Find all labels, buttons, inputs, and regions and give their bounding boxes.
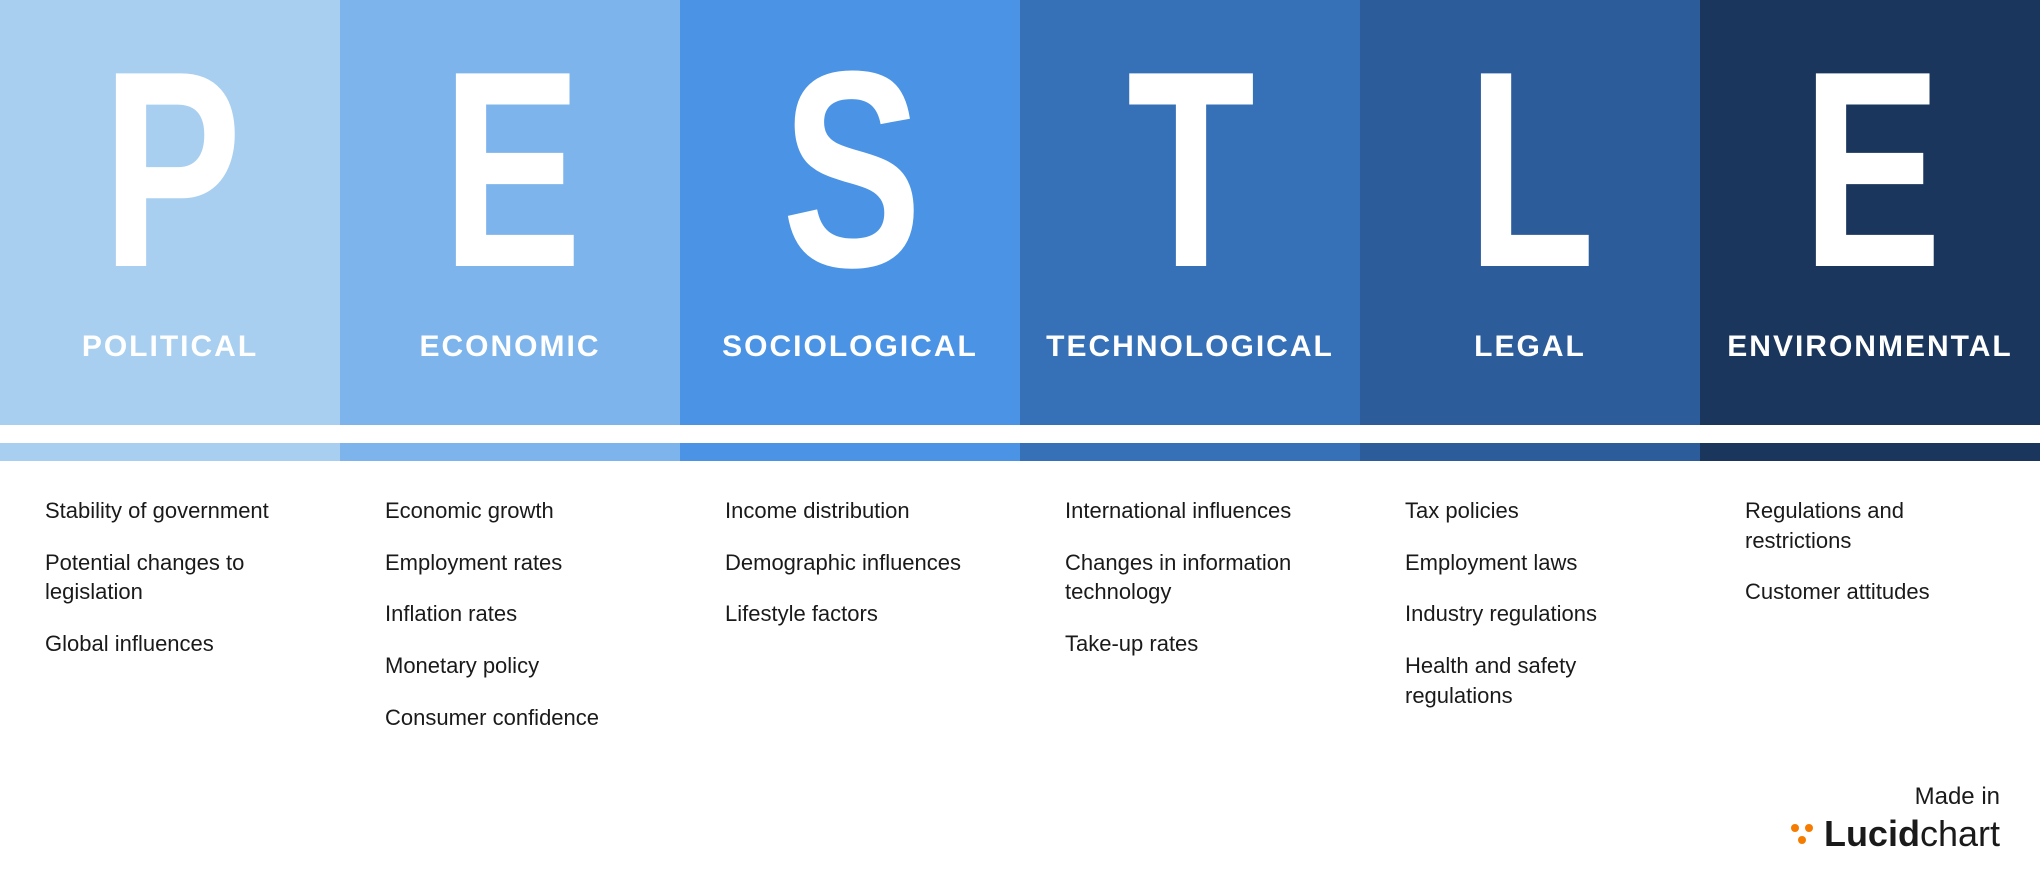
lucidchart-icon: [1788, 820, 1816, 848]
list-item: Take-up rates: [1065, 629, 1330, 659]
list-item: Global influences: [45, 629, 310, 659]
stripe-cell: [1020, 443, 1360, 461]
brand-bold: Lucid: [1824, 813, 1920, 854]
list-item: Tax policies: [1405, 496, 1670, 526]
list-item: Employment laws: [1405, 548, 1670, 578]
brand-text: Lucidchart: [1824, 813, 2000, 855]
header-cell-legal: L LEGAL: [1360, 0, 1700, 425]
big-letter: L: [1467, 30, 1592, 310]
brand: Lucidchart: [1788, 813, 2000, 855]
list-item: Stability of government: [45, 496, 310, 526]
category-label: LEGAL: [1474, 330, 1586, 364]
items-cell-legal: Tax policies Employment laws Industry regu…: [1360, 496, 1700, 754]
category-label: ENVIRONMENTAL: [1727, 330, 2012, 364]
stripe-cell: [1360, 443, 1700, 461]
pestle-diagram: P POLITICAL E ECONOMIC S SOCIOLOGICAL T TECHNOL…: [0, 0, 2040, 754]
category-label: SOCIOLOGICAL: [722, 330, 978, 364]
made-in-label: Made in: [1788, 783, 2000, 811]
list-item: Monetary policy: [385, 651, 650, 681]
header-cell-technological: T TECHNOLOGICAL: [1020, 0, 1360, 425]
attribution: Made in Lucidchart: [1788, 783, 2000, 855]
category-label: POLITICAL: [82, 330, 258, 364]
header-row: P POLITICAL E ECONOMIC S SOCIOLOGICAL T TECHNOL…: [0, 0, 2040, 425]
header-cell-economic: E ECONOMIC: [340, 0, 680, 425]
items-cell-technological: International influences Changes in infor…: [1020, 496, 1360, 754]
items-cell-sociological: Income distribution Demographic influence…: [680, 496, 1020, 754]
category-label: ECONOMIC: [420, 330, 601, 364]
stripe-cell: [0, 443, 340, 461]
list-item: Consumer confidence: [385, 703, 650, 733]
items-cell-political: Stability of government Potential changes…: [0, 496, 340, 754]
header-cell-sociological: S SOCIOLOGICAL: [680, 0, 1020, 425]
list-item: International influences: [1065, 496, 1330, 526]
big-letter: P: [101, 30, 238, 310]
big-letter: E: [441, 30, 578, 310]
stripe-cell: [1700, 443, 2040, 461]
big-letter: S: [781, 30, 918, 310]
list-item: Changes in information technology: [1065, 548, 1330, 607]
header-cell-political: P POLITICAL: [0, 0, 340, 425]
stripe-cell: [680, 443, 1020, 461]
items-cell-economic: Economic growth Employment rates Inflation…: [340, 496, 680, 754]
items-cell-environmental: Regulations and restrictions Customer att…: [1700, 496, 2040, 754]
brand-light: chart: [1920, 813, 2000, 854]
big-letter: T: [1127, 30, 1252, 310]
header-cell-environmental: E ENVIRONMENTAL: [1700, 0, 2040, 425]
list-item: Potential changes to legislation: [45, 548, 310, 607]
list-item: Lifestyle factors: [725, 599, 990, 629]
stripe-cell: [340, 443, 680, 461]
list-item: Employment rates: [385, 548, 650, 578]
list-item: Customer attitudes: [1745, 577, 2010, 607]
items-row: Stability of government Potential changes…: [0, 461, 2040, 754]
list-item: Health and safety regulations: [1405, 651, 1670, 710]
list-item: Inflation rates: [385, 599, 650, 629]
list-item: Regulations and restrictions: [1745, 496, 2010, 555]
big-letter: E: [1801, 30, 1938, 310]
list-item: Economic growth: [385, 496, 650, 526]
category-label: TECHNOLOGICAL: [1046, 330, 1334, 364]
stripe-row: [0, 443, 2040, 461]
list-item: Industry regulations: [1405, 599, 1670, 629]
list-item: Income distribution: [725, 496, 990, 526]
list-item: Demographic influences: [725, 548, 990, 578]
